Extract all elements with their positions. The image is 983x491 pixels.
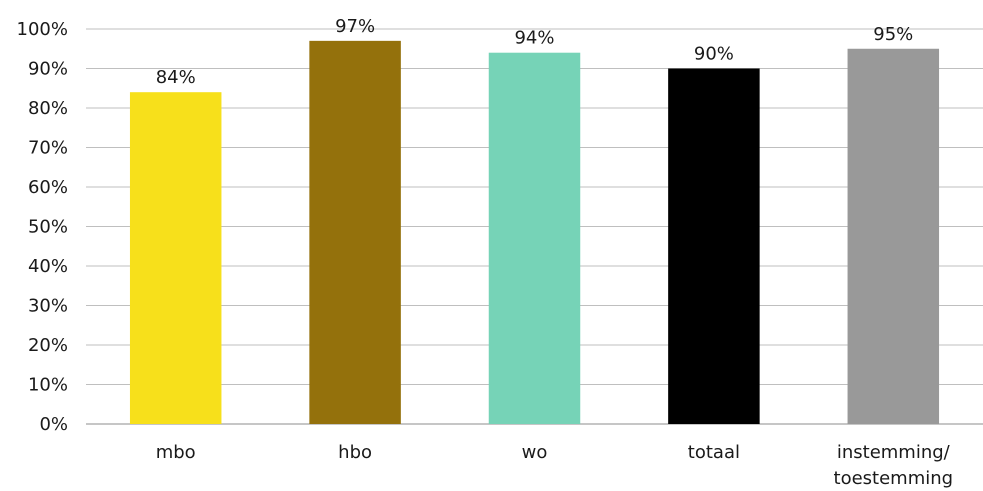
data-labels: 84% 97% 94% 90% 95%	[156, 16, 914, 88]
y-tick-label: 40%	[28, 256, 68, 277]
data-label-1: 97%	[335, 16, 375, 37]
x-tick-label-2: wo	[522, 442, 548, 463]
data-label-0: 84%	[156, 67, 196, 88]
x-tick-label-3: totaal	[688, 442, 740, 463]
bar-1	[309, 40, 401, 424]
y-tick-label: 90%	[28, 59, 68, 80]
data-label-3: 90%	[694, 44, 734, 65]
y-tick-label: 70%	[28, 138, 68, 159]
y-tick-label: 30%	[28, 296, 68, 317]
y-tick-label: 0%	[39, 414, 68, 435]
x-axis: mbo hbo wo totaal instemming/toestemming	[156, 442, 953, 489]
data-label-4: 95%	[873, 24, 913, 45]
y-tick-label: 100%	[17, 19, 68, 40]
y-tick-label: 60%	[28, 177, 68, 198]
y-tick-label: 10%	[28, 375, 68, 396]
bars	[129, 40, 940, 424]
x-tick-label-1: hbo	[338, 442, 372, 463]
bar-0	[129, 92, 222, 424]
x-tick-label-4: instemming/toestemming	[834, 442, 954, 489]
bar-3	[668, 68, 760, 424]
y-tick-label: 50%	[28, 217, 68, 238]
x-tick-label-0: mbo	[156, 442, 196, 463]
y-tick-label: 20%	[28, 335, 68, 356]
y-axis: 0% 10% 20% 30% 40% 50% 60% 70% 80% 90% 100%	[17, 19, 68, 435]
bar-2	[488, 52, 581, 424]
y-tick-label: 80%	[28, 98, 68, 119]
bar-4	[847, 48, 940, 424]
data-label-2: 94%	[514, 28, 554, 49]
